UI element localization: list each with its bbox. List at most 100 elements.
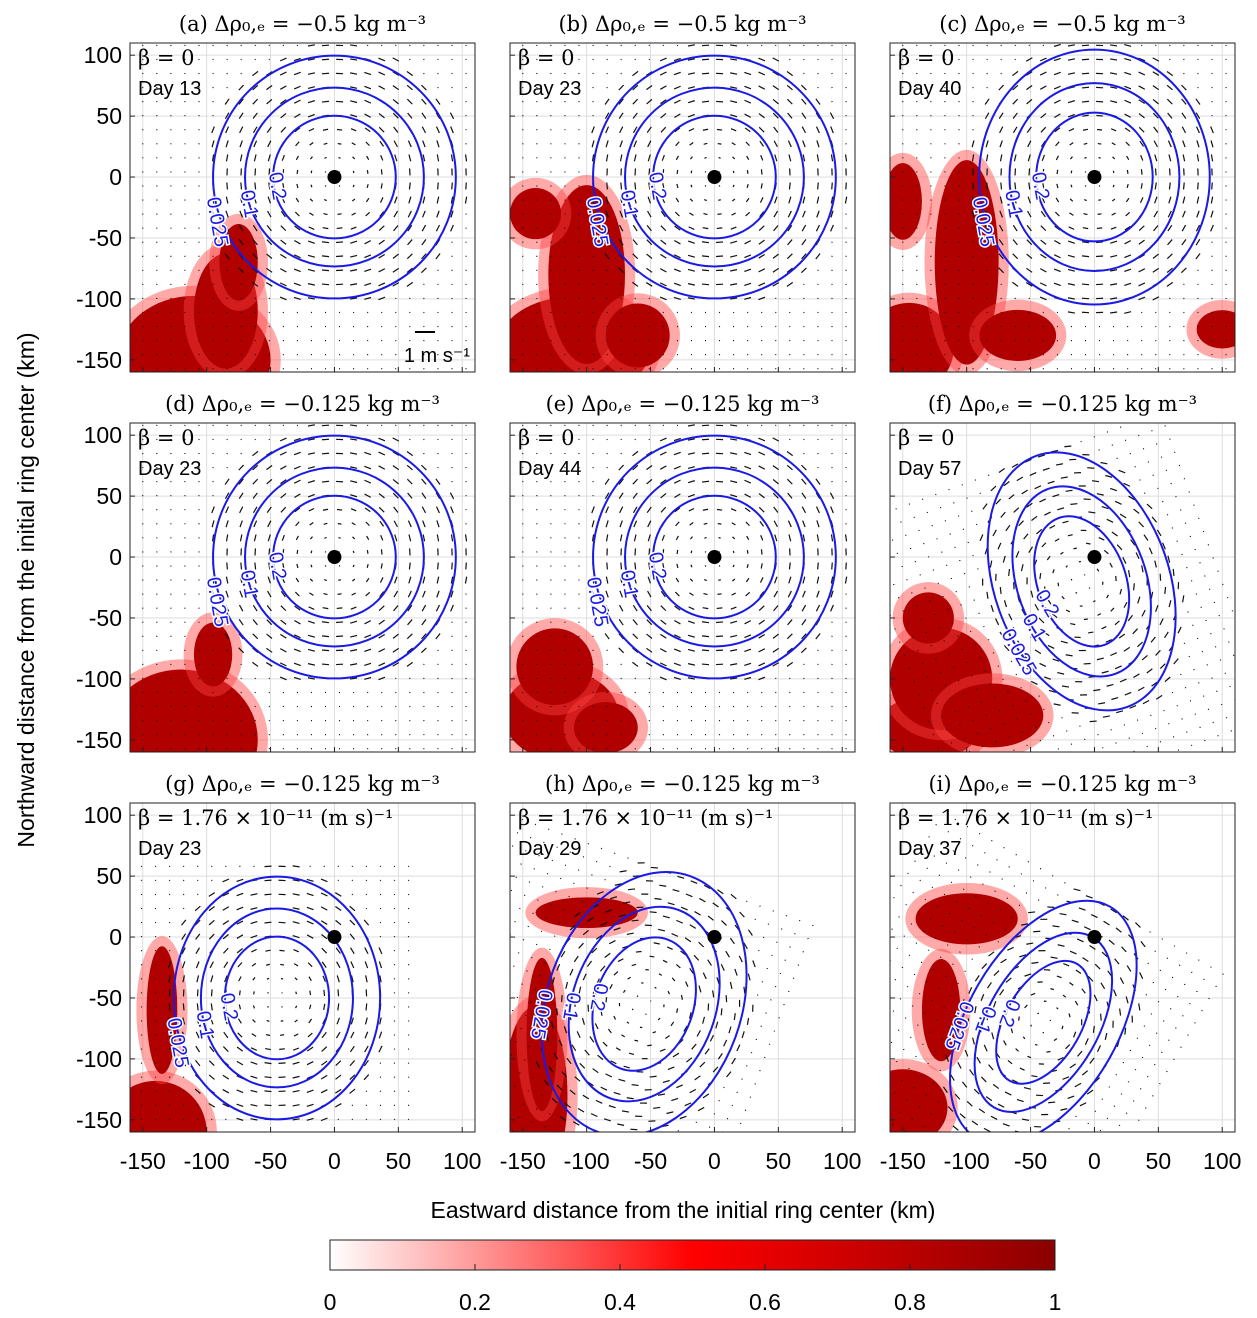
velocity-arrow: [729, 937, 735, 945]
velocity-arrow: [659, 268, 667, 273]
velocity-arrow: [995, 498, 1002, 505]
velocity-arrow: [478, 982, 479, 983]
velocity-arrow: [701, 58, 710, 61]
velocity-arrow: [307, 438, 315, 441]
velocity-arrow: [723, 1039, 728, 1047]
velocity-arrow: [212, 677, 214, 680]
velocity-arrow: [558, 922, 561, 924]
beta-label: β = 0: [518, 46, 574, 70]
velocity-arrow: [337, 593, 342, 595]
velocity-arrow: [503, 1036, 504, 1037]
velocity-arrow: [578, 747, 580, 750]
velocity-arrow: [730, 606, 737, 610]
velocity-arrow: [958, 311, 960, 314]
velocity-arrow: [267, 590, 272, 598]
velocity-arrow: [198, 255, 200, 257]
velocity-arrow: [592, 353, 594, 356]
velocity-arrow: [140, 893, 143, 896]
velocity-arrow: [662, 915, 670, 919]
velocity-arrow: [379, 935, 382, 938]
velocity-arrow: [364, 961, 369, 969]
velocity-arrow: [767, 923, 770, 925]
velocity-arrow: [773, 196, 778, 204]
velocity-arrow: [632, 98, 639, 105]
velocity-arrow: [905, 534, 907, 536]
velocity-arrow: [744, 479, 752, 484]
velocity-arrow: [181, 947, 186, 955]
velocity-arrow: [1049, 767, 1050, 768]
velocity-arrow: [521, 325, 524, 328]
velocity-arrow: [1042, 168, 1045, 175]
velocity-arrow: [1053, 254, 1061, 259]
velocity-arrow: [1060, 640, 1068, 644]
velocity-arrow: [532, 912, 534, 915]
velocity-arrow: [322, 975, 326, 983]
velocity-arrow: [1041, 542, 1047, 548]
velocity-arrow: [646, 465, 653, 471]
velocity-arrow: [671, 932, 679, 937]
velocity-arrow: [307, 86, 315, 90]
velocity-arrow: [451, 663, 453, 666]
velocity-arrow: [532, 1029, 536, 1037]
velocity-arrow: [1056, 169, 1059, 175]
panel: 0.20.10.025-150 -100 -50 0 50 100(h) Δρ₀,ₑ = …: [478, 772, 862, 1174]
velocity-arrow: [184, 297, 186, 300]
velocity-arrow: [127, 1133, 128, 1134]
velocity-arrow: [182, 1017, 186, 1025]
velocity-arrow: [436, 590, 440, 598]
velocity-arrow: [957, 679, 960, 682]
velocity-arrow: [633, 196, 637, 204]
velocity-arrow: [307, 268, 315, 272]
velocity-arrow: [528, 881, 531, 883]
dye: [219, 224, 258, 301]
velocity-arrow: [831, 86, 833, 89]
velocity-arrow: [156, 297, 158, 300]
velocity-arrow: [744, 71, 752, 76]
velocity-arrow: [184, 269, 186, 272]
velocity-arrow: [930, 325, 932, 328]
velocity-arrow: [378, 253, 386, 259]
velocity-arrow: [1152, 253, 1159, 259]
velocity-arrow: [718, 157, 721, 159]
velocity-arrow: [1047, 644, 1055, 649]
velocity-arrow: [236, 892, 244, 897]
velocity-arrow: [744, 648, 752, 653]
velocity-arrow: [675, 197, 680, 203]
velocity-arrow: [730, 283, 738, 286]
velocity-arrow: [113, 1147, 114, 1148]
velocity-arrow: [435, 633, 441, 640]
velocity-arrow: [225, 534, 229, 542]
velocity-arrow: [621, 1034, 626, 1038]
velocity-arrow: [883, 513, 884, 514]
velocity-arrow: [577, 869, 580, 871]
velocity-arrow: [801, 506, 807, 514]
velocity-arrow: [364, 451, 372, 456]
velocity-arrow: [195, 961, 200, 969]
velocity-arrow: [1177, 582, 1180, 590]
velocity-arrow: [758, 648, 766, 653]
velocity-arrow: [1154, 168, 1157, 176]
velocity-arrow: [349, 947, 355, 954]
velocity-arrow: [280, 963, 284, 966]
y-tick-label: 50: [96, 863, 122, 889]
velocity-arrow: [758, 506, 765, 513]
velocity-arrow: [592, 747, 594, 750]
velocity-arrow: [1111, 444, 1113, 446]
velocity-arrow: [619, 870, 627, 873]
velocity-arrow: [646, 225, 652, 232]
velocity-arrow: [1100, 461, 1108, 465]
velocity-arrow: [783, 1004, 785, 1006]
velocity-arrow: [831, 635, 833, 638]
velocity-arrow: [1046, 798, 1047, 799]
velocity-arrow: [747, 929, 753, 936]
velocity-arrow: [465, 86, 467, 89]
velocity-arrow: [974, 764, 975, 765]
velocity-arrow: [787, 590, 792, 598]
velocity-arrow: [731, 522, 736, 526]
velocity-arrow: [660, 126, 667, 133]
velocity-arrow: [184, 58, 186, 61]
velocity-arrow: [350, 480, 358, 484]
velocity-arrow: [253, 154, 257, 162]
velocity-arrow: [879, 544, 880, 545]
velocity-arrow: [435, 604, 441, 612]
